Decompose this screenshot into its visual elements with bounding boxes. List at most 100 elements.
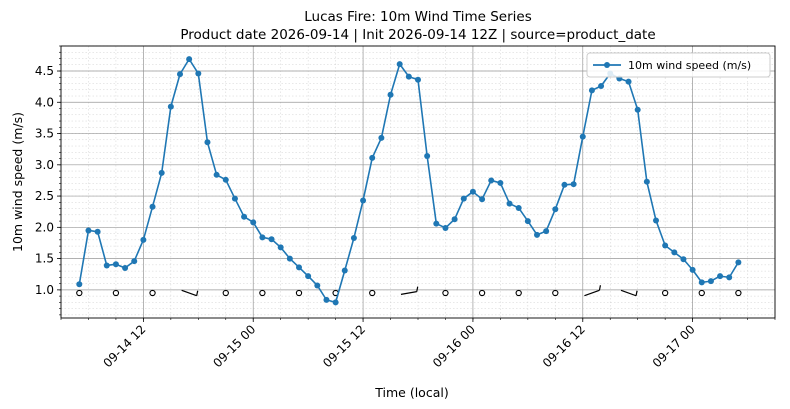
data-point bbox=[515, 204, 522, 211]
data-point bbox=[671, 249, 678, 256]
data-point bbox=[735, 259, 742, 266]
data-point bbox=[332, 299, 339, 306]
data-point bbox=[131, 258, 138, 265]
data-point bbox=[369, 154, 376, 161]
data-point bbox=[241, 213, 248, 220]
x-tick-label: 09-15 00 bbox=[210, 322, 258, 370]
wind-barb-calm bbox=[662, 289, 669, 297]
y-tick-label: 1.5 bbox=[35, 252, 54, 266]
data-point bbox=[112, 261, 119, 268]
wind-barb-flag bbox=[416, 286, 419, 292]
data-point bbox=[204, 139, 211, 146]
data-point bbox=[552, 206, 559, 213]
data-point bbox=[186, 56, 193, 63]
data-point bbox=[460, 195, 467, 202]
wind-barb-calm bbox=[369, 289, 376, 297]
wind-barb-calm bbox=[698, 289, 705, 297]
y-tick-label: 3.5 bbox=[35, 127, 54, 141]
data-point bbox=[415, 76, 421, 83]
wind-barb-calm bbox=[259, 289, 266, 297]
wind-barb-calm bbox=[515, 289, 522, 297]
data-point bbox=[296, 264, 302, 271]
data-point bbox=[149, 203, 156, 210]
y-tick-label: 4.5 bbox=[35, 64, 54, 78]
data-point bbox=[524, 218, 531, 225]
y-tick-label: 4.0 bbox=[35, 95, 54, 109]
data-point bbox=[726, 274, 733, 281]
series-layer bbox=[76, 56, 742, 306]
wind-barb-flag bbox=[598, 285, 602, 291]
wind-barb-shaft bbox=[620, 289, 637, 297]
data-point bbox=[570, 181, 577, 188]
y-tick-label: 2.5 bbox=[35, 189, 54, 203]
wind-barb-calm bbox=[735, 289, 742, 297]
legend: 10m wind speed (m/s) bbox=[586, 52, 771, 78]
x-tick-label: 09-17 00 bbox=[650, 322, 698, 370]
grid bbox=[60, 45, 776, 318]
wind-barb-flag bbox=[196, 290, 199, 296]
data-point bbox=[177, 71, 183, 78]
y-tick-label: 1.0 bbox=[35, 283, 54, 297]
data-point bbox=[625, 78, 632, 85]
legend-label: 10m wind speed (m/s) bbox=[628, 59, 751, 72]
data-point bbox=[103, 262, 110, 269]
data-point bbox=[268, 236, 275, 243]
data-point bbox=[653, 217, 659, 224]
wind-barb-shaft bbox=[181, 289, 197, 297]
data-point bbox=[323, 296, 330, 303]
wind-barb-calm bbox=[552, 289, 559, 297]
data-point bbox=[396, 61, 403, 68]
data-point bbox=[689, 266, 696, 273]
chart-subtitle: Product date 2026-09-14 | Init 2026-09-1… bbox=[180, 27, 655, 43]
data-point bbox=[433, 220, 440, 227]
y-tick-label: 2.0 bbox=[35, 220, 54, 234]
data-point bbox=[250, 219, 257, 226]
data-point bbox=[195, 70, 202, 77]
data-point bbox=[286, 255, 293, 262]
data-point bbox=[158, 169, 165, 176]
data-point bbox=[634, 106, 641, 113]
data-point bbox=[424, 153, 431, 160]
data-point bbox=[314, 282, 321, 289]
wind-barb-calm bbox=[478, 289, 486, 297]
wind-barb-shaft bbox=[584, 289, 600, 297]
y-axis-label: 10m wind speed (m/s) bbox=[10, 112, 25, 252]
data-point bbox=[680, 256, 687, 263]
wind-barb-calm bbox=[222, 289, 229, 297]
data-point bbox=[488, 177, 495, 184]
wind-barb-calm bbox=[295, 289, 303, 297]
wind-barb bbox=[181, 289, 199, 297]
data-point bbox=[378, 134, 385, 141]
data-point bbox=[360, 197, 367, 204]
wind-barb bbox=[620, 289, 638, 297]
x-axis-label: Time (local) bbox=[374, 385, 448, 400]
wind-barbs bbox=[76, 285, 742, 297]
legend-box bbox=[586, 52, 771, 78]
data-point bbox=[588, 87, 595, 94]
data-point bbox=[305, 273, 312, 280]
data-point bbox=[579, 133, 586, 140]
data-point bbox=[497, 179, 504, 186]
wind-barb bbox=[400, 286, 419, 295]
wind-barb-calm bbox=[112, 289, 120, 297]
data-point bbox=[598, 83, 605, 90]
data-point bbox=[341, 267, 348, 274]
data-point bbox=[698, 279, 705, 286]
data-point bbox=[405, 73, 412, 80]
data-point bbox=[469, 188, 476, 195]
y-tick-label: 3.0 bbox=[35, 158, 54, 172]
data-point bbox=[222, 176, 229, 183]
data-point bbox=[479, 196, 486, 203]
x-tick-label: 09-16 12 bbox=[540, 322, 588, 370]
x-tick-label: 09-14 12 bbox=[100, 322, 148, 370]
wind-barb-calm bbox=[442, 289, 449, 297]
chart-title: Lucas Fire: 10m Wind Time Series bbox=[304, 9, 531, 25]
data-point bbox=[643, 178, 650, 185]
legend-marker-swatch bbox=[604, 62, 610, 68]
data-point bbox=[76, 281, 83, 288]
data-point bbox=[140, 236, 147, 243]
data-point bbox=[167, 103, 174, 110]
data-point bbox=[442, 224, 449, 231]
